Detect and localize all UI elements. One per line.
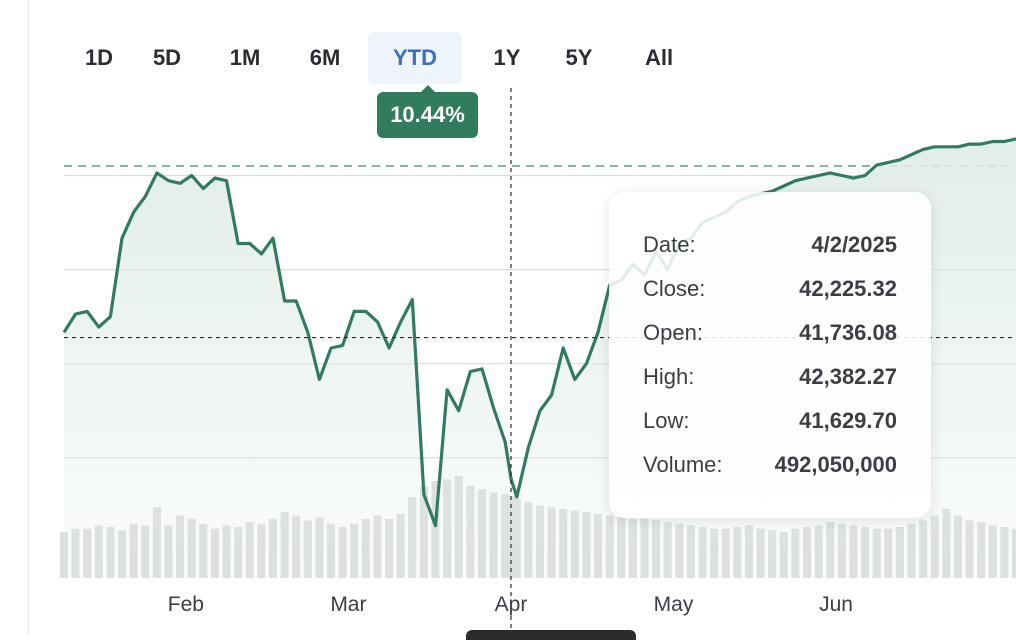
tooltip-label: Open: — [643, 320, 703, 345]
tooltip-label: Date: — [643, 232, 696, 257]
bottom-handle[interactable] — [466, 630, 636, 640]
range-tab-1y[interactable]: 1Y — [493, 45, 521, 70]
change-percent-value: 10.44% — [390, 102, 465, 127]
tooltip-value: 42,382.27 — [799, 364, 897, 389]
tooltip-value: 4/2/2025 — [811, 232, 897, 257]
volume-bar — [59, 532, 68, 578]
range-tab-all[interactable]: All — [644, 45, 674, 70]
tooltip-label: Close: — [643, 276, 706, 301]
tooltip-row: Volume: 492,050,000 — [643, 450, 897, 480]
price-line — [62, 137, 1016, 528]
tooltip-row: Low: 41,629.70 — [643, 406, 897, 436]
tooltip-label: High: — [643, 364, 695, 389]
x-tick-label: Jun — [819, 593, 853, 616]
range-tab-ytd[interactable]: YTD — [368, 32, 462, 84]
range-tab-6m[interactable]: 6M — [309, 45, 341, 70]
tooltip-value: 42,225.32 — [799, 276, 897, 301]
tooltip-value: 41,629.70 — [799, 408, 897, 433]
tooltip-row: High: 42,382.27 — [643, 362, 897, 392]
tooltip-row: Close: 42,225.32 — [643, 274, 897, 304]
x-tick-label: Feb — [168, 593, 204, 616]
panel-left-border — [28, 0, 29, 634]
x-tick-label: May — [654, 593, 694, 616]
x-tick-label: Mar — [330, 593, 366, 616]
x-tick-label: Apr — [495, 593, 528, 616]
tooltip-value: 41,736.08 — [799, 320, 897, 345]
tooltip-row: Date: 4/2/2025 — [643, 230, 897, 260]
range-tab-1d[interactable]: 1D — [84, 45, 114, 70]
range-tab-5y[interactable]: 5Y — [565, 45, 593, 70]
hover-tooltip: Date: 4/2/2025 Close: 42,225.32 Open: 41,736.… — [609, 192, 931, 518]
range-tab-5d[interactable]: 5D — [152, 45, 182, 70]
tooltip-value: 492,050,000 — [774, 452, 897, 477]
tooltip-label: Low: — [643, 408, 690, 433]
range-tab-1m[interactable]: 1M — [229, 45, 261, 70]
tooltip-label: Volume: — [643, 452, 723, 477]
tooltip-row: Open: 41,736.08 — [643, 318, 897, 348]
change-percent-badge: 10.44% — [377, 85, 478, 138]
